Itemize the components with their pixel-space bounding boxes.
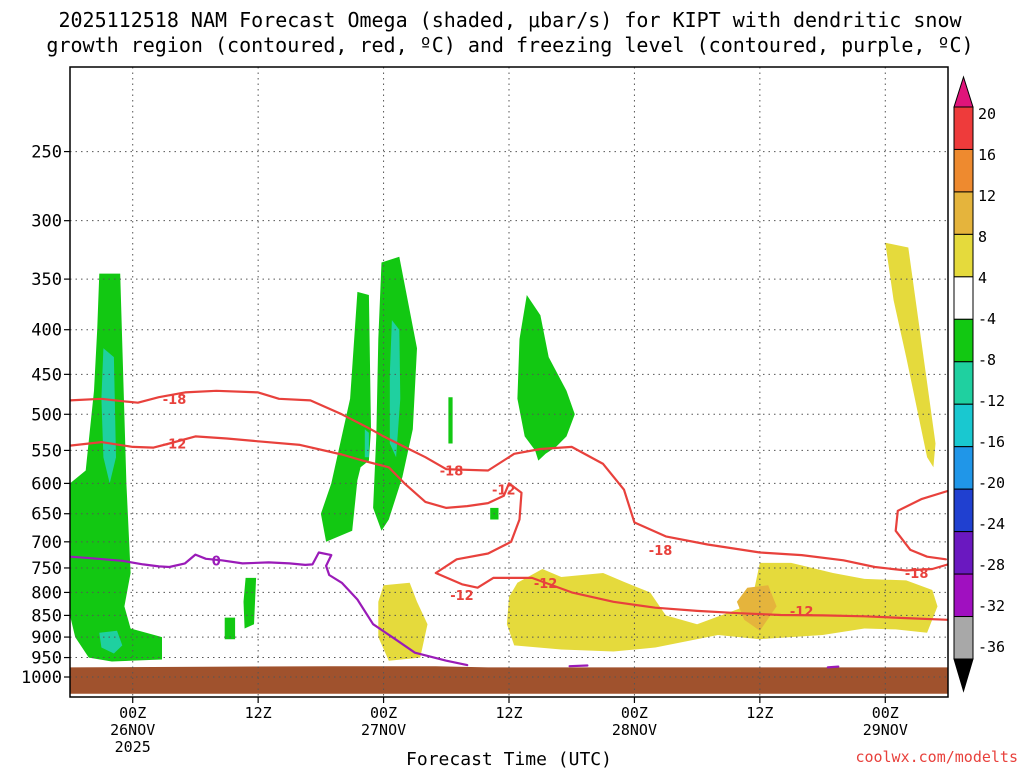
omega-shading <box>70 242 948 694</box>
omega-teal-4 <box>364 429 369 458</box>
colorbar-swatch-10 <box>953 531 974 575</box>
omega-yellow-1 <box>885 242 936 468</box>
omega-green-4 <box>517 295 575 461</box>
omega-teal-2 <box>99 630 123 654</box>
x-tick-label-66-0: 12Z <box>746 704 773 722</box>
contour-labels: -18 -12 -18 -12 -12 -12 -18 -12 -18 0 <box>163 393 929 620</box>
chart-title-line2: growth region (contoured, red, ºC) and f… <box>46 33 973 57</box>
colorbar-label-13: -36 <box>978 638 1005 656</box>
omega-green-5 <box>243 577 257 629</box>
y-tick-label-250: 250 <box>31 143 62 163</box>
colorbar-swatch-5 <box>953 318 974 363</box>
colorbar-swatch-0 <box>953 106 974 150</box>
y-tick-label-650: 650 <box>31 505 62 525</box>
omega-yellow-3 <box>506 562 938 652</box>
colorbar-swatch-11 <box>953 573 974 618</box>
omega-green-1 <box>70 273 162 662</box>
colorbar-label-10: -24 <box>978 515 1005 533</box>
x-tick-label-54-0: 00Z <box>621 704 648 722</box>
y-tick-label-900: 900 <box>31 628 62 648</box>
colorbar-label-8: -16 <box>978 433 1005 451</box>
y-axis: 2503003504004505005506006507007508008509… <box>21 143 70 688</box>
colorbar-label-4: 4 <box>978 269 987 287</box>
omega-teal-3 <box>389 320 401 458</box>
y-tick-label-550: 550 <box>31 441 62 461</box>
colorbar: 20 16 12 8 4 -4 -8 -12 -16 -20 -24 -28 -32 -36 <box>953 75 1005 693</box>
colorbar-swatch-2 <box>953 191 974 235</box>
x-tick-label-6-2: 2025 <box>115 738 151 756</box>
colorbar-swatch-9 <box>953 488 974 533</box>
x-tick-label-42-0: 12Z <box>495 704 522 722</box>
contour-label-5: -12 <box>450 589 474 604</box>
x-tick-label-78-1: 29NOV <box>863 721 908 739</box>
x-tick-label-6-0: 00Z <box>119 704 146 722</box>
contour-label-4: -12 <box>534 577 558 592</box>
y-tick-label-300: 300 <box>31 212 62 232</box>
y-tick-label-750: 750 <box>31 559 62 579</box>
colorbar-swatch-4 <box>953 276 974 320</box>
y-tick-label-1000: 1000 <box>21 668 62 688</box>
dendritic-contour-0 <box>70 389 948 572</box>
contour-label-2: -18 <box>440 465 464 480</box>
y-tick-label-500: 500 <box>31 405 62 425</box>
colorbar-label-3: 8 <box>978 228 987 246</box>
colorbar-bottom-arrow <box>953 658 974 693</box>
omega-green-2 <box>320 291 371 542</box>
x-tick-label-18-0: 12Z <box>245 704 272 722</box>
x-tick-label-6-1: 26NOV <box>110 721 155 739</box>
colorbar-label-6: -8 <box>978 351 996 369</box>
colorbar-top-arrow <box>953 75 974 108</box>
y-tick-label-450: 450 <box>31 365 62 385</box>
colorbar-label-0: 20 <box>978 105 996 123</box>
colorbar-label-1: 16 <box>978 146 996 164</box>
colorbar-swatch-12 <box>953 616 974 660</box>
omega-green-6 <box>224 617 236 640</box>
x-tick-label-30-1: 27NOV <box>361 721 406 739</box>
x-tick-label-54-1: 28NOV <box>612 721 657 739</box>
y-tick-label-850: 850 <box>31 606 62 626</box>
colorbar-swatch-3 <box>953 233 974 278</box>
contour-label-7: -12 <box>790 605 814 620</box>
colorbar-label-11: -28 <box>978 556 1005 574</box>
contour-label-0: -18 <box>163 393 187 408</box>
colorbar-label-2: 12 <box>978 187 996 205</box>
dendritic-contour-2 <box>894 489 948 561</box>
colorbar-swatch-7 <box>953 403 974 448</box>
y-tick-label-350: 350 <box>31 270 62 290</box>
omega-green-7 <box>448 397 453 444</box>
x-tick-label-78-0: 00Z <box>872 704 899 722</box>
y-tick-label-600: 600 <box>31 474 62 494</box>
x-tick-label-30-0: 00Z <box>370 704 397 722</box>
contour-lines <box>70 389 948 669</box>
colorbar-label-5: -4 <box>978 310 996 328</box>
contour-label-9: 0 <box>212 554 221 569</box>
colorbar-label-7: -12 <box>978 392 1005 410</box>
colorbar-swatch-6 <box>953 361 974 405</box>
freezing-level-contour-1 <box>568 664 589 668</box>
ground <box>70 666 948 694</box>
omega-yellow-2 <box>378 582 428 661</box>
colorbar-swatch-1 <box>953 148 974 193</box>
omega-orange-1 <box>736 585 777 631</box>
y-tick-label-700: 700 <box>31 533 62 553</box>
freezing-level-contour-0 <box>70 551 469 667</box>
colorbar-label-12: -32 <box>978 597 1005 615</box>
credit-text: coolwx.com/modelts <box>855 748 1018 766</box>
dendritic-contour-1 <box>70 435 948 621</box>
colorbar-swatch-8 <box>953 446 974 490</box>
contour-label-3: -12 <box>492 484 516 499</box>
chart-title-line1: 2025112518 NAM Forecast Omega (shaded, μ… <box>58 8 962 32</box>
colorbar-label-9: -20 <box>978 474 1005 492</box>
contour-label-1: -12 <box>163 437 187 452</box>
x-axis-label: Forecast Time (UTC) <box>406 749 612 768</box>
contour-label-6: -18 <box>649 544 673 559</box>
freezing-level-contour-2 <box>826 665 840 669</box>
y-tick-label-800: 800 <box>31 583 62 603</box>
omega-teal-1 <box>101 348 116 484</box>
y-tick-label-950: 950 <box>31 649 62 669</box>
contour-label-8: -18 <box>905 567 929 582</box>
y-tick-label-400: 400 <box>31 321 62 341</box>
